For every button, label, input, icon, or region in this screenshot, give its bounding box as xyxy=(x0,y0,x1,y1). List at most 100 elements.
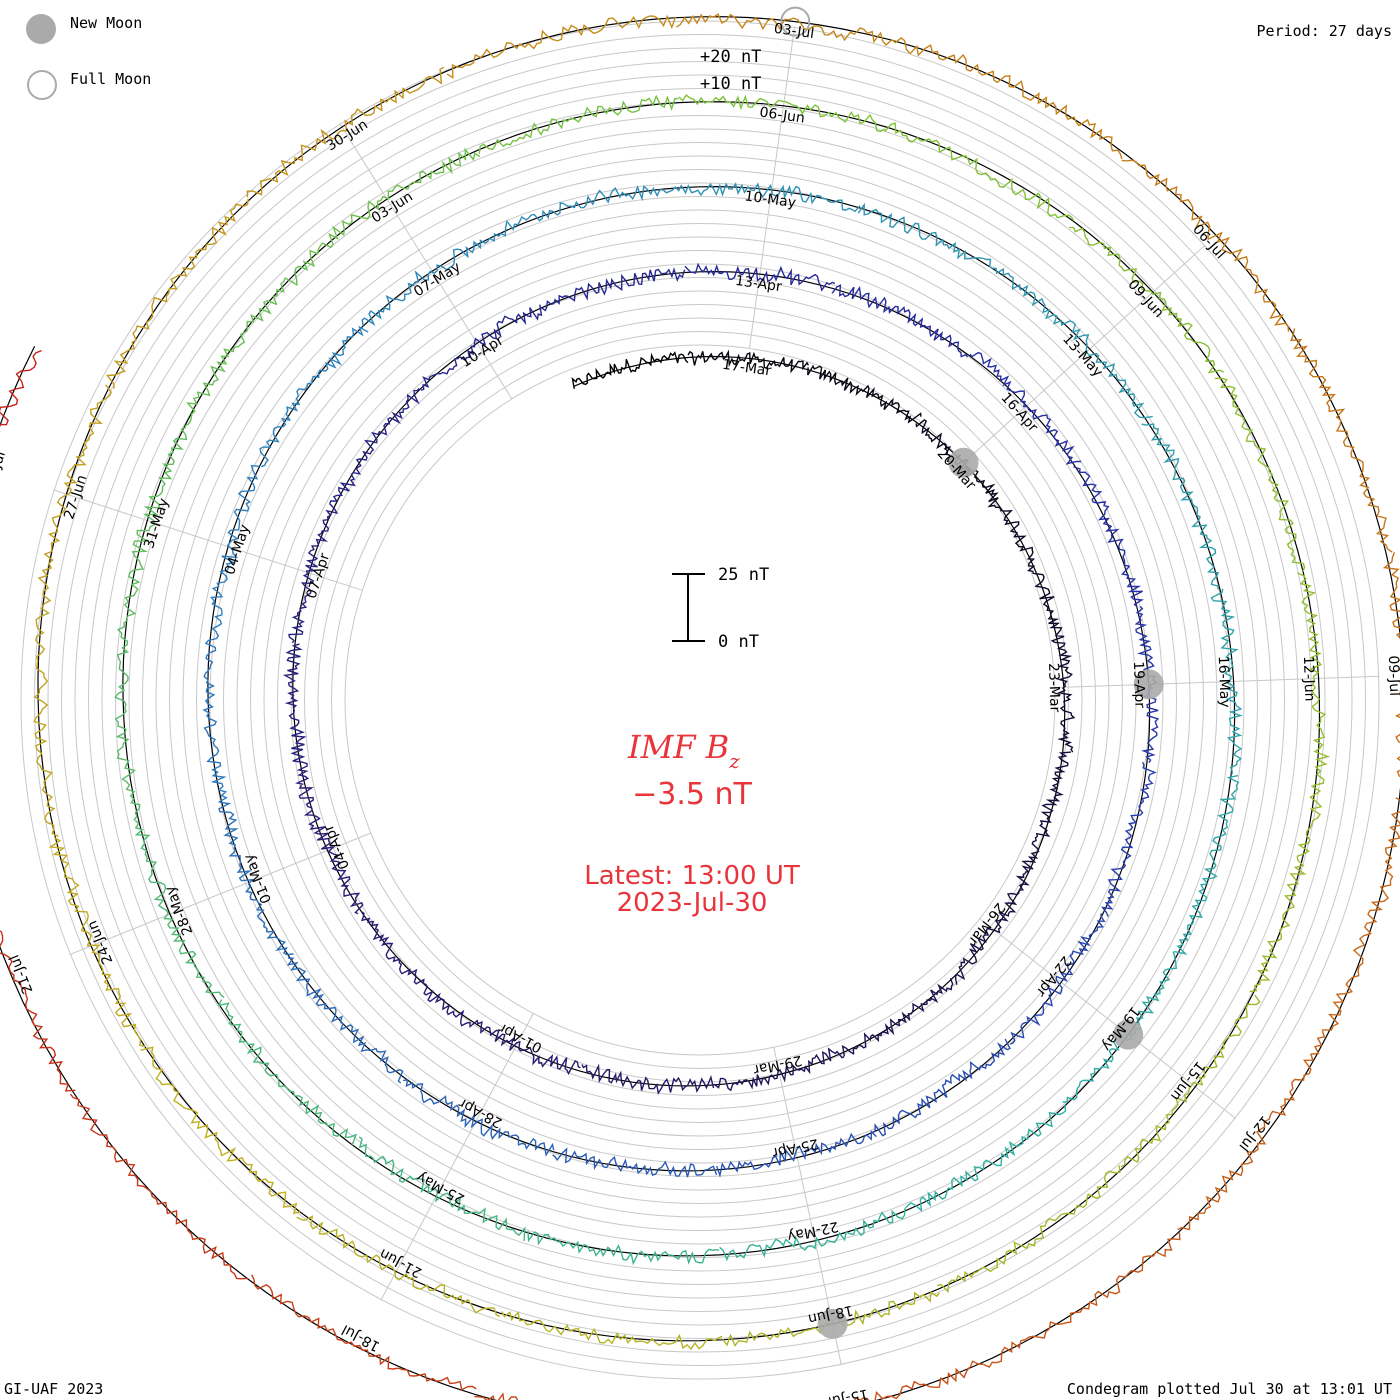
tick-label-09-jul: 09-Jul xyxy=(1385,655,1400,696)
trace-segment xyxy=(37,384,113,608)
grid-ring xyxy=(250,250,1150,1150)
scale-bottom-label: 0 nT xyxy=(718,632,759,652)
new-moon-marker xyxy=(948,447,979,478)
trace-segment xyxy=(202,632,228,803)
grid-ring xyxy=(88,88,1312,1312)
trace-segment xyxy=(1073,465,1144,608)
trace-segment xyxy=(687,349,810,374)
trace-segment xyxy=(678,94,886,133)
grid-spoke xyxy=(963,244,1206,463)
grid-ring xyxy=(34,34,1366,1366)
grid-ring xyxy=(20,20,1380,1380)
trace-segment xyxy=(1121,159,1290,332)
tick-label-06-jun: 06-Jun xyxy=(758,105,805,127)
trace-segment xyxy=(259,325,369,468)
scale-bar: 25 nT 0 nT xyxy=(672,565,769,652)
tick-label-29-mar: 29-Mar xyxy=(752,1052,804,1078)
ref-label-10: +10 nT xyxy=(700,74,761,94)
new-moon-icon xyxy=(26,14,56,44)
trace-segment xyxy=(527,1230,720,1266)
trace-segment xyxy=(1290,328,1393,553)
trace-segment xyxy=(571,351,689,390)
tick-label-21-jun: 21-Jun xyxy=(377,1245,425,1281)
trace-segment xyxy=(581,1063,715,1095)
trace-segment xyxy=(0,930,76,1092)
period-label: Period: 27 days xyxy=(1256,22,1392,40)
new-moon-marker xyxy=(817,1308,848,1339)
trace-segment xyxy=(969,1232,1181,1368)
trace-segment xyxy=(298,784,364,915)
tick-label-03-jul: 03-Jul xyxy=(773,21,815,42)
trace-segment xyxy=(251,1274,477,1391)
grid-ring xyxy=(223,223,1177,1177)
trace-segment xyxy=(474,1392,519,1400)
scale-top-label: 25 nT xyxy=(718,565,769,585)
trace-segment xyxy=(478,94,679,154)
trace-segment xyxy=(716,1129,877,1178)
grid-ring xyxy=(142,142,1258,1258)
trace-segment xyxy=(296,1215,501,1318)
tick-label-12-jun: 12-Jun xyxy=(1300,656,1318,702)
trace-segment xyxy=(541,266,686,312)
plotted-label: Condegram plotted Jul 30 at 13:01 UT xyxy=(1066,1380,1392,1398)
grid-ring xyxy=(128,128,1272,1272)
trace-segment xyxy=(123,426,188,620)
grid-ring xyxy=(236,236,1164,1164)
tick-label-01-may: 01-May xyxy=(241,852,275,906)
grid-ring xyxy=(47,47,1353,1353)
tick-label-16-may: 16-May xyxy=(1215,656,1233,708)
trace-segment xyxy=(1382,552,1400,778)
full-moon-marker xyxy=(780,6,811,37)
new-moon-marker xyxy=(1133,669,1164,700)
trace-segment xyxy=(1120,994,1261,1168)
grid-ring xyxy=(290,290,1110,1110)
trace-segment xyxy=(552,1147,718,1178)
full-moon-icon xyxy=(27,70,57,100)
trace-segment xyxy=(217,999,358,1146)
title-sub-text: z xyxy=(728,749,740,773)
trace-segment xyxy=(329,388,420,504)
grid-ring xyxy=(61,61,1339,1339)
trace-segment xyxy=(905,1105,1067,1213)
trace-segment xyxy=(420,304,543,391)
trace-segment xyxy=(857,202,1021,291)
legend: New Moon Full Moon xyxy=(26,12,226,102)
trace-segment xyxy=(1297,572,1331,787)
grid-ring xyxy=(101,101,1299,1299)
trace-segment xyxy=(1210,588,1243,775)
trace-segment xyxy=(218,801,294,956)
trace-segment xyxy=(874,1038,1011,1137)
full-moon-label: Full Moon xyxy=(70,70,152,88)
trace-segment xyxy=(1019,284,1153,419)
trace-segment xyxy=(1321,797,1400,1031)
trace-segment xyxy=(286,957,404,1084)
grid-ring xyxy=(209,209,1191,1191)
grid-ring xyxy=(155,155,1245,1245)
tick-label-28-apr: 28-Apr xyxy=(456,1094,505,1130)
moon-markers xyxy=(780,6,1164,1339)
grid-ring xyxy=(304,304,1096,1096)
trace-segment xyxy=(282,643,310,785)
grid-spoke xyxy=(748,26,796,349)
grid-ring xyxy=(277,277,1123,1123)
grid-spoke xyxy=(339,123,513,400)
grid-spoke xyxy=(979,918,1237,1119)
latest-date: 2023-Jul-30 xyxy=(617,888,768,918)
trace-segment xyxy=(909,44,1123,160)
trace-segment xyxy=(246,66,445,198)
trace-segment xyxy=(446,14,677,79)
grid-spokes xyxy=(53,26,1380,1366)
tick-label-12-jul: 12-Jul xyxy=(1235,1112,1273,1154)
tick-label-13-apr: 13-Apr xyxy=(734,273,783,295)
trace-segment xyxy=(1101,761,1157,917)
trace-segment xyxy=(69,1093,249,1280)
trace-segment xyxy=(1249,785,1323,993)
ref-label-20: +20 nT xyxy=(700,47,761,67)
tick-label-10-may: 10-May xyxy=(743,188,797,211)
tick-label-19-apr: 19-Apr xyxy=(1130,661,1148,709)
trace-segment xyxy=(676,13,911,54)
trace-segment xyxy=(184,260,309,427)
trace-segment xyxy=(954,872,1030,985)
title-main-text: IMF B xyxy=(627,728,729,766)
